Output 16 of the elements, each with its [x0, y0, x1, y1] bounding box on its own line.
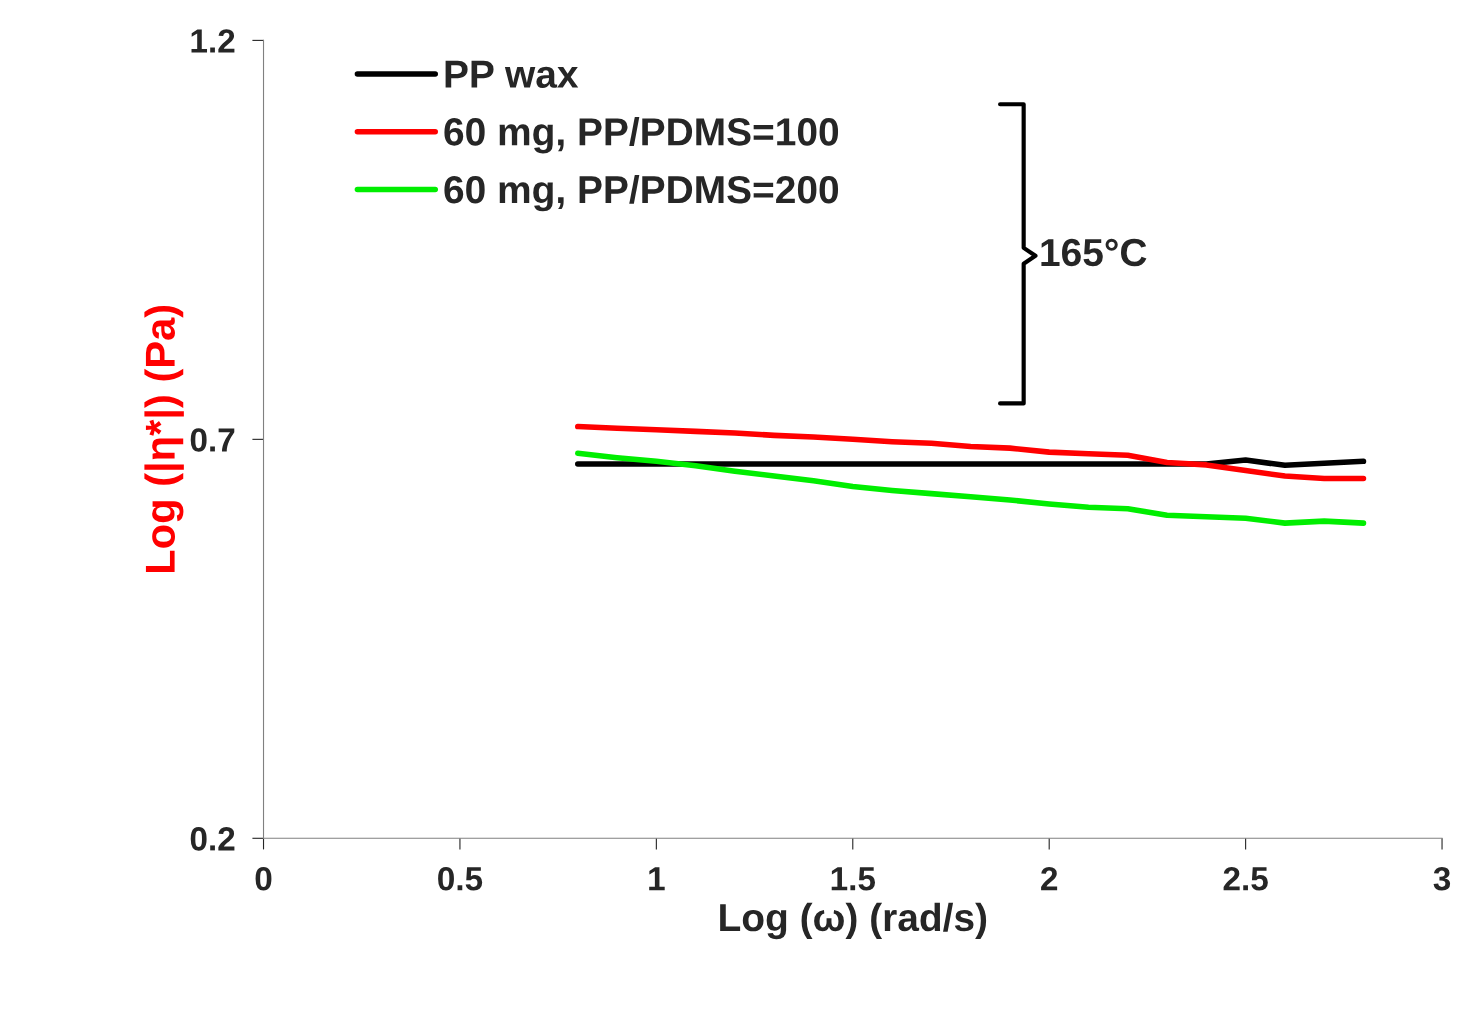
x-tick-label: 2.5	[1223, 866, 1268, 891]
y-axis-title: Log (|η*|) (Pa)	[144, 305, 184, 573]
annotation: 165°C	[1041, 238, 1147, 267]
legend-label: PP wax	[445, 60, 579, 89]
legend-label: 60 mg, PP/PDMS=200	[444, 174, 839, 212]
x-tick-label: 1.5	[831, 867, 876, 891]
x-tick-label: 1	[649, 867, 665, 891]
x-axis-title: Log (ω) (rad/s)	[720, 902, 987, 940]
x-tick-label: 0.5	[438, 866, 483, 891]
legend-label: 60 mg, PP/PDMS=100	[444, 117, 839, 154]
y-tick-label: 0.2	[190, 827, 235, 851]
x-tick-label: 0	[255, 866, 272, 891]
x-tick-label: 3	[1433, 866, 1451, 891]
y-tick-label: 1.2	[191, 29, 235, 53]
y-tick-label: 0.7	[190, 428, 235, 452]
x-tick-label: 2	[1041, 866, 1058, 891]
